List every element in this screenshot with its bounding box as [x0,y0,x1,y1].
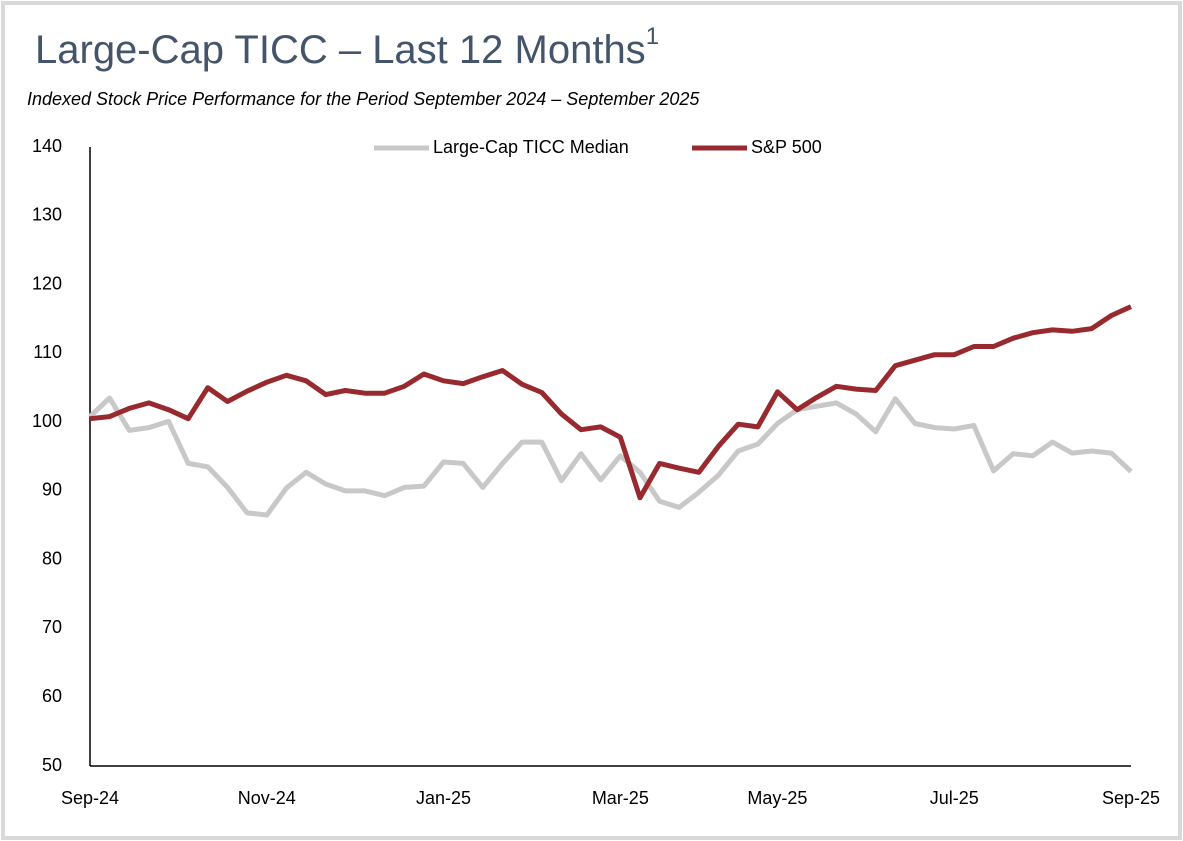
x-tick-label: May-25 [747,788,807,808]
y-tick-label: 70 [42,617,62,637]
chart-title-group: Large-Cap TICC – Last 12 Months1 [35,23,659,71]
y-tick-label: 90 [42,480,62,500]
series-line [88,395,1133,518]
legend-label: S&P 500 [751,137,822,157]
title-superscript: 1 [646,23,659,50]
chart-subtitle: Indexed Stock Price Performance for the … [27,89,700,109]
y-tick-label: 140 [32,136,62,156]
chart-title: Large-Cap TICC – Last 12 Months [35,28,646,72]
y-tick-label: 100 [32,411,62,431]
x-tick-label: Mar-25 [592,788,649,808]
y-tick-label: 80 [42,548,62,568]
y-tick-label: 130 [32,205,62,225]
y-tick-label: 60 [42,686,62,706]
series-line [89,304,1133,501]
x-tick-label: Sep-24 [61,788,119,808]
legend-label: Large-Cap TICC Median [433,137,629,157]
x-tick-label: Jul-25 [930,788,979,808]
x-tick-label: Sep-25 [1102,788,1160,808]
y-tick-label: 110 [33,342,62,362]
y-tick-label: 120 [32,273,62,293]
x-tick-label: Nov-24 [238,788,296,808]
y-tick-label: 50 [42,755,62,775]
x-tick-label: Jan-25 [416,788,471,808]
